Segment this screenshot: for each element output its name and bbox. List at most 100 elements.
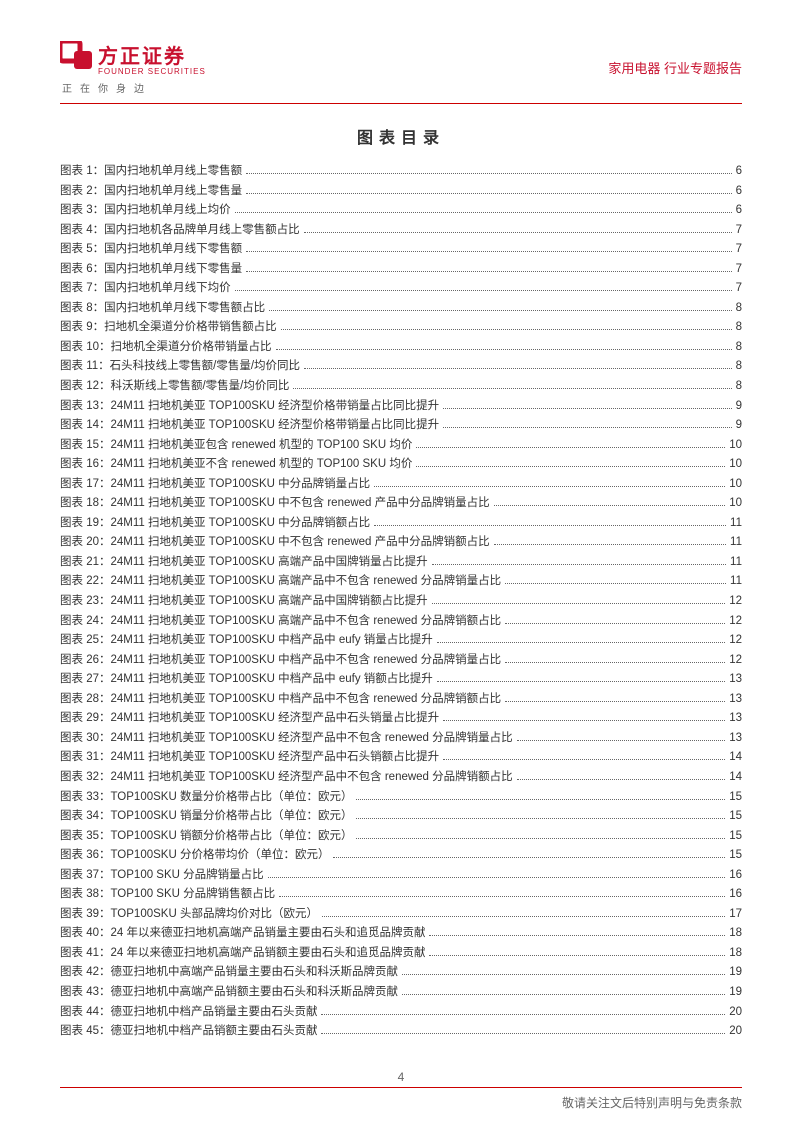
- toc-entry-page: 20: [729, 1022, 742, 1042]
- toc-list: 图表 1：国内扫地机单月线上零售额6图表 2：国内扫地机单月线上零售量6图表 3…: [60, 162, 742, 1042]
- toc-dots: [279, 896, 725, 897]
- toc-title: 图表目录: [60, 124, 742, 148]
- toc-entry: 图表 6：国内扫地机单月线下零售量7: [60, 260, 742, 280]
- toc-entry-label: 图表 27：24M11 扫地机美亚 TOP100SKU 中档产品中 eufy 销…: [60, 670, 433, 690]
- toc-entry-label: 图表 3：国内扫地机单月线上均价: [60, 201, 231, 221]
- toc-entry-label: 图表 34：TOP100SKU 销量分价格带占比（单位：欧元）: [60, 807, 352, 827]
- toc-entry-page: 13: [729, 670, 742, 690]
- toc-entry: 图表 24：24M11 扫地机美亚 TOP100SKU 高端产品中不包含 ren…: [60, 612, 742, 632]
- toc-dots: [443, 759, 725, 760]
- toc-entry: 图表 3：国内扫地机单月线上均价 6: [60, 201, 742, 221]
- toc-dots: [321, 1014, 725, 1015]
- toc-dots: [437, 642, 725, 643]
- toc-dots: [304, 368, 732, 369]
- toc-entry: 图表 43：德亚扫地机中高端产品销额主要由石头和科沃斯品牌贡献19: [60, 983, 742, 1003]
- toc-entry: 图表 26：24M11 扫地机美亚 TOP100SKU 中档产品中不包含 ren…: [60, 651, 742, 671]
- toc-entry-label: 图表 26：24M11 扫地机美亚 TOP100SKU 中档产品中不包含 ren…: [60, 651, 501, 671]
- toc-entry-label: 图表 8：国内扫地机单月线下零售额占比: [60, 299, 265, 319]
- toc-entry-page: 15: [729, 807, 742, 827]
- toc-dots: [443, 427, 731, 428]
- toc-dots: [268, 877, 726, 878]
- toc-entry: 图表 7：国内扫地机单月线下均价7: [60, 279, 742, 299]
- toc-entry: 图表 1：国内扫地机单月线上零售额6: [60, 162, 742, 182]
- toc-entry-page: 11: [730, 514, 742, 534]
- toc-dots: [443, 408, 731, 409]
- toc-entry-page: 14: [729, 748, 742, 768]
- toc-entry-page: 12: [729, 631, 742, 651]
- toc-entry-label: 图表 28：24M11 扫地机美亚 TOP100SKU 中档产品中不包含 ren…: [60, 690, 501, 710]
- toc-entry-label: 图表 40：24 年以来德亚扫地机高端产品销量主要由石头和追觅品牌贡献: [60, 924, 425, 944]
- toc-entry-page: 14: [729, 768, 742, 788]
- toc-entry: 图表 45：德亚扫地机中档产品销额主要由石头贡献20: [60, 1022, 742, 1042]
- toc-entry: 图表 40：24 年以来德亚扫地机高端产品销量主要由石头和追觅品牌贡献 18: [60, 924, 742, 944]
- toc-dots: [269, 310, 732, 311]
- toc-entry-page: 13: [729, 690, 742, 710]
- toc-entry-label: 图表 33：TOP100SKU 数量分价格带占比（单位：欧元）: [60, 788, 352, 808]
- toc-entry-label: 图表 9：扫地机全渠道分价格带销售额占比: [60, 318, 277, 338]
- toc-dots: [374, 486, 725, 487]
- toc-entry: 图表 20：24M11 扫地机美亚 TOP100SKU 中不包含 renewed…: [60, 533, 742, 553]
- toc-entry-label: 图表 4：国内扫地机各品牌单月线上零售额占比: [60, 221, 300, 241]
- toc-entry-label: 图表 20：24M11 扫地机美亚 TOP100SKU 中不包含 renewed…: [60, 533, 490, 553]
- toc-dots: [246, 173, 732, 174]
- toc-dots: [494, 505, 726, 506]
- toc-dots: [246, 251, 732, 252]
- toc-dots: [402, 994, 725, 995]
- toc-entry: 图表 35：TOP100SKU 销额分价格带占比（单位：欧元） 15: [60, 827, 742, 847]
- toc-dots: [322, 916, 725, 917]
- toc-entry: 图表 28：24M11 扫地机美亚 TOP100SKU 中档产品中不包含 ren…: [60, 690, 742, 710]
- footer-disclaimer: 敬请关注文后特别声明与免责条款: [562, 1094, 742, 1111]
- toc-entry-page: 9: [736, 397, 742, 417]
- toc-entry: 图表 44：德亚扫地机中档产品销量主要由石头贡献 20: [60, 1003, 742, 1023]
- toc-entry-label: 图表 25：24M11 扫地机美亚 TOP100SKU 中档产品中 eufy 销…: [60, 631, 433, 651]
- toc-entry-page: 7: [736, 221, 742, 241]
- toc-entry-label: 图表 10：扫地机全渠道分价格带销量占比: [60, 338, 272, 358]
- toc-entry-page: 20: [729, 1003, 742, 1023]
- toc-dots: [246, 271, 732, 272]
- toc-entry-page: 6: [736, 201, 742, 221]
- toc-entry-label: 图表 31：24M11 扫地机美亚 TOP100SKU 经济型产品中石头销额占比…: [60, 748, 439, 768]
- toc-dots: [429, 955, 725, 956]
- toc-entry-label: 图表 44：德亚扫地机中档产品销量主要由石头贡献: [60, 1003, 317, 1023]
- toc-dots: [321, 1033, 725, 1034]
- toc-dots: [505, 583, 726, 584]
- toc-dots: [356, 818, 725, 819]
- toc-entry: 图表 5：国内扫地机单月线下零售额7: [60, 240, 742, 260]
- header-category: 家用电器 行业专题报告: [608, 58, 742, 77]
- toc-entry-page: 16: [729, 885, 742, 905]
- toc-entry: 图表 31：24M11 扫地机美亚 TOP100SKU 经济型产品中石头销额占比…: [60, 748, 742, 768]
- toc-entry-label: 图表 35：TOP100SKU 销额分价格带占比（单位：欧元）: [60, 827, 352, 847]
- toc-entry: 图表 30：24M11 扫地机美亚 TOP100SKU 经济型产品中不包含 re…: [60, 729, 742, 749]
- toc-entry-label: 图表 36：TOP100SKU 分价格带均价（单位：欧元）: [60, 846, 329, 866]
- toc-entry-page: 6: [736, 162, 742, 182]
- toc-entry-page: 10: [729, 455, 742, 475]
- toc-entry-page: 11: [730, 533, 742, 553]
- toc-dots: [416, 447, 725, 448]
- toc-dots: [333, 857, 725, 858]
- toc-dots: [429, 935, 725, 936]
- toc-entry-page: 11: [730, 572, 742, 592]
- toc-dots: [356, 799, 725, 800]
- toc-dots: [517, 779, 726, 780]
- toc-entry-page: 16: [729, 866, 742, 886]
- logo-text-cn: 方正证券: [98, 40, 186, 69]
- toc-entry: 图表 15：24M11 扫地机美亚包含 renewed 机型的 TOP100 S…: [60, 436, 742, 456]
- toc-entry-page: 8: [736, 357, 742, 377]
- page-header: 方正证券 FOUNDER SECURITIES 正在你身边 家用电器 行业专题报…: [60, 40, 742, 104]
- toc-entry-label: 图表 15：24M11 扫地机美亚包含 renewed 机型的 TOP100 S…: [60, 436, 412, 456]
- toc-entry-label: 图表 42：德亚扫地机中高端产品销量主要由石头和科沃斯品牌贡献: [60, 963, 398, 983]
- toc-entry-page: 15: [729, 827, 742, 847]
- toc-entry: 图表 23：24M11 扫地机美亚 TOP100SKU 高端产品中国牌销额占比提…: [60, 592, 742, 612]
- toc-entry: 图表 29：24M11 扫地机美亚 TOP100SKU 经济型产品中石头销量占比…: [60, 709, 742, 729]
- toc-entry-label: 图表 11：石头科技线上零售额/零售量/均价同比: [60, 357, 300, 377]
- toc-entry: 图表 33：TOP100SKU 数量分价格带占比（单位：欧元）15: [60, 788, 742, 808]
- toc-dots: [432, 603, 726, 604]
- toc-dots: [235, 290, 732, 291]
- toc-entry-page: 18: [729, 924, 742, 944]
- toc-entry: 图表 13：24M11 扫地机美亚 TOP100SKU 经济型价格带销量占比同比…: [60, 397, 742, 417]
- toc-entry: 图表 21：24M11 扫地机美亚 TOP100SKU 高端产品中国牌销量占比提…: [60, 553, 742, 573]
- toc-entry-page: 13: [729, 709, 742, 729]
- toc-entry-label: 图表 37：TOP100 SKU 分品牌销量占比: [60, 866, 264, 886]
- toc-entry-page: 19: [729, 963, 742, 983]
- toc-entry: 图表 27：24M11 扫地机美亚 TOP100SKU 中档产品中 eufy 销…: [60, 670, 742, 690]
